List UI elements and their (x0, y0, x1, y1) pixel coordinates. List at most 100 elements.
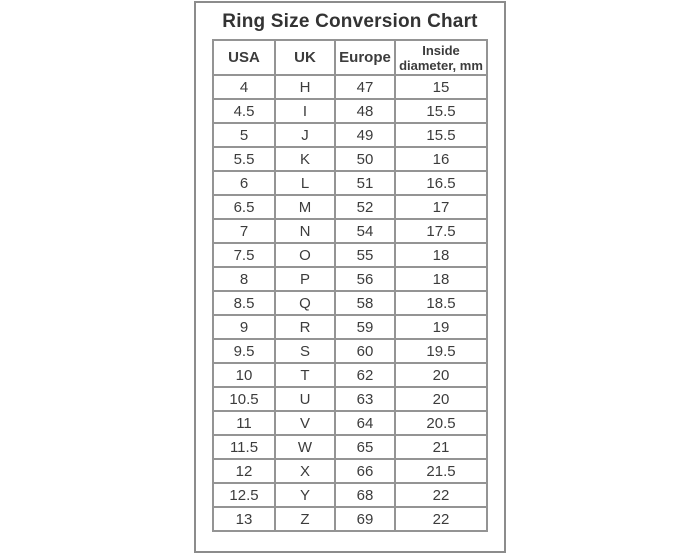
table-cell-diameter: 17 (394, 194, 488, 220)
table-cell-usa: 9.5 (212, 338, 276, 364)
table-body: 4 H 47 15 4.5 I 48 15.5 5 J 49 15.5 5.5 K 50 16 6 L 51 16.5… (212, 74, 488, 532)
table-cell-europe: 62 (334, 362, 396, 388)
table-row: 6.5 M 52 17 (212, 194, 488, 220)
table-cell-europe: 50 (334, 146, 396, 172)
header-row: USA UK Europe Inside diameter, mm (212, 39, 488, 76)
table-cell-diameter: 17.5 (394, 218, 488, 244)
table-row: 5 J 49 15.5 (212, 122, 488, 148)
table-row: 13 Z 69 22 (212, 506, 488, 532)
table-cell-diameter: 16 (394, 146, 488, 172)
column-header-europe: Europe (334, 39, 396, 76)
table-cell-usa: 5.5 (212, 146, 276, 172)
table-cell-diameter: 19 (394, 314, 488, 340)
table-cell-uk: R (274, 314, 336, 340)
table-row: 7.5 O 55 18 (212, 242, 488, 268)
table-cell-diameter: 20.5 (394, 410, 488, 436)
table-cell-uk: Y (274, 482, 336, 508)
table-row: 12.5 Y 68 22 (212, 482, 488, 508)
table-cell-diameter: 22 (394, 506, 488, 532)
column-header-usa: USA (212, 39, 276, 76)
table-cell-usa: 12.5 (212, 482, 276, 508)
table-row: 9 R 59 19 (212, 314, 488, 340)
table-cell-usa: 7 (212, 218, 276, 244)
table-cell-diameter: 20 (394, 386, 488, 412)
table-row: 10.5 U 63 20 (212, 386, 488, 412)
table-cell-uk: W (274, 434, 336, 460)
table-cell-usa: 10 (212, 362, 276, 388)
table-cell-usa: 11 (212, 410, 276, 436)
table-row: 10 T 62 20 (212, 362, 488, 388)
table-cell-europe: 66 (334, 458, 396, 484)
table-cell-diameter: 19.5 (394, 338, 488, 364)
table-cell-diameter: 20 (394, 362, 488, 388)
table-cell-diameter: 18 (394, 266, 488, 292)
table-cell-usa: 11.5 (212, 434, 276, 460)
table-cell-europe: 54 (334, 218, 396, 244)
table-cell-europe: 52 (334, 194, 396, 220)
table-header: USA UK Europe Inside diameter, mm (212, 39, 488, 76)
table-cell-usa: 6.5 (212, 194, 276, 220)
table-cell-uk: U (274, 386, 336, 412)
chart-title: Ring Size Conversion Chart (222, 11, 478, 32)
table-row: 12 X 66 21.5 (212, 458, 488, 484)
table-cell-europe: 64 (334, 410, 396, 436)
table-cell-diameter: 21.5 (394, 458, 488, 484)
table-row: 7 N 54 17.5 (212, 218, 488, 244)
table-cell-uk: V (274, 410, 336, 436)
table-cell-usa: 8 (212, 266, 276, 292)
table-row: 4.5 I 48 15.5 (212, 98, 488, 124)
table-cell-uk: M (274, 194, 336, 220)
table-cell-europe: 69 (334, 506, 396, 532)
table-cell-europe: 60 (334, 338, 396, 364)
table-cell-diameter: 18.5 (394, 290, 488, 316)
table-cell-uk: T (274, 362, 336, 388)
table-cell-uk: O (274, 242, 336, 268)
table-row: 11.5 W 65 21 (212, 434, 488, 460)
table-cell-usa: 9 (212, 314, 276, 340)
table-cell-uk: Q (274, 290, 336, 316)
table-cell-usa: 10.5 (212, 386, 276, 412)
table-cell-uk: S (274, 338, 336, 364)
table-row: 9.5 S 60 19.5 (212, 338, 488, 364)
table-cell-uk: Z (274, 506, 336, 532)
table-cell-diameter: 15.5 (394, 98, 488, 124)
table-cell-diameter: 18 (394, 242, 488, 268)
table-cell-usa: 4 (212, 74, 276, 100)
column-header-uk: UK (274, 39, 336, 76)
table-cell-europe: 68 (334, 482, 396, 508)
table-cell-diameter: 16.5 (394, 170, 488, 196)
table-cell-uk: P (274, 266, 336, 292)
table-cell-usa: 4.5 (212, 98, 276, 124)
table-cell-europe: 59 (334, 314, 396, 340)
table-cell-uk: K (274, 146, 336, 172)
table-cell-usa: 12 (212, 458, 276, 484)
table-cell-diameter: 21 (394, 434, 488, 460)
table-cell-usa: 6 (212, 170, 276, 196)
table-cell-uk: H (274, 74, 336, 100)
table-row: 5.5 K 50 16 (212, 146, 488, 172)
table-cell-diameter: 15 (394, 74, 488, 100)
table-cell-usa: 7.5 (212, 242, 276, 268)
table-cell-europe: 65 (334, 434, 396, 460)
table-cell-europe: 56 (334, 266, 396, 292)
table-cell-europe: 63 (334, 386, 396, 412)
table-row: 8 P 56 18 (212, 266, 488, 292)
table-row: 8.5 Q 58 18.5 (212, 290, 488, 316)
table-cell-usa: 5 (212, 122, 276, 148)
table-cell-europe: 58 (334, 290, 396, 316)
column-header-diameter: Inside diameter, mm (394, 39, 488, 76)
table-cell-europe: 48 (334, 98, 396, 124)
table-cell-europe: 47 (334, 74, 396, 100)
table-cell-uk: X (274, 458, 336, 484)
table-cell-europe: 55 (334, 242, 396, 268)
chart-card: Ring Size Conversion Chart USA UK Europe In… (194, 1, 506, 553)
table-cell-diameter: 15.5 (394, 122, 488, 148)
table-cell-uk: I (274, 98, 336, 124)
table-cell-uk: J (274, 122, 336, 148)
table-cell-usa: 8.5 (212, 290, 276, 316)
table-cell-europe: 51 (334, 170, 396, 196)
ring-size-table: USA UK Europe Inside diameter, mm 4 H 47 15 4.5… (212, 39, 488, 532)
table-row: 11 V 64 20.5 (212, 410, 488, 436)
table-cell-uk: L (274, 170, 336, 196)
table-row: 4 H 47 15 (212, 74, 488, 100)
